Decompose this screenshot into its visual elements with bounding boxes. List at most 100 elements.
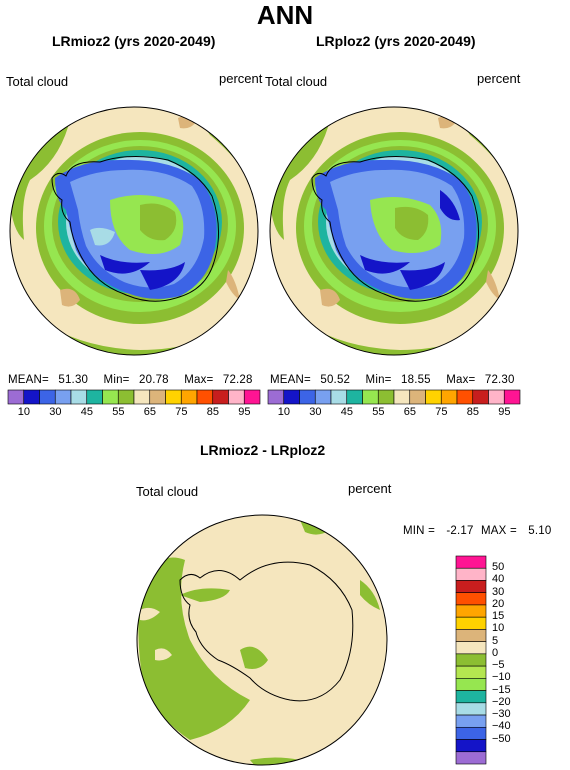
panel-1-colorbar-tick-label: 95 — [238, 406, 251, 418]
panel-1-mean-value: 51.30 — [58, 374, 89, 386]
panel-2-colorbar-tick-label: 30 — [309, 406, 322, 418]
panel-3-map-border — [136, 514, 388, 766]
panel-2-colorbar-swatch — [456, 389, 474, 405]
panel-2-colorbar-swatch — [314, 389, 332, 405]
panel-2-colorbar-tick-label: 65 — [403, 406, 416, 418]
panel-1-colorbar-swatch — [39, 389, 56, 405]
panel-3-colorbar — [455, 555, 487, 765]
panel-2-colorbar-swatch — [362, 389, 379, 405]
panel-2-colorbar-labels: 10 30 45 55 65 75 85 95 — [268, 406, 520, 420]
panel-1-colorbar-swatch — [70, 389, 88, 405]
panel-2-map-border — [269, 106, 519, 356]
panel-1-colorbar-swatch — [117, 389, 135, 405]
panel-3-colorbar-tick-label: 0 — [492, 646, 499, 659]
panel-2-stats: MEAN= 50.52 Min= 18.55 Max= 72.30 — [270, 374, 515, 386]
panel-2-colorbar-tick-label: 95 — [498, 406, 511, 418]
panel-3-min-label: MIN = — [403, 525, 435, 537]
panel-3-colorbar-tick-label: 5 — [492, 634, 499, 647]
panel-2-title: LRploz2 (yrs 2020-2049) — [316, 33, 476, 49]
panel-3-colorbar-tick-label: −15 — [492, 683, 511, 696]
panel-3-colorbar-swatch — [455, 555, 487, 569]
panel-2-colorbar-tick-label: 45 — [340, 406, 353, 418]
panel-1-title: LRmioz2 (yrs 2020-2049) — [52, 33, 216, 49]
panel-2-polar-map — [270, 107, 518, 355]
panel-3-units-label: percent — [348, 481, 392, 496]
panel-1-colorbar-tick-label: 75 — [175, 406, 188, 418]
panel-3-colorbar-tick-label: 20 — [492, 597, 505, 610]
panel-3-colorbar-swatch — [455, 690, 487, 704]
panel-2-mean-label: MEAN= — [270, 374, 311, 386]
panel-3-max-value: 5.10 — [528, 525, 552, 537]
panel-3-colorbar-labels: 50 40 30 20 15 10 5 0 −5 −10 −15 −20 −30 −40 −50 — [492, 556, 532, 764]
panel-2-colorbar-swatch — [377, 389, 395, 405]
panel-2-colorbar — [267, 389, 521, 405]
panel-3-colorbar-tick-label: −40 — [492, 720, 511, 733]
panel-1-colorbar-tick-label: 55 — [112, 406, 125, 418]
panel-2-max-label: Max= — [446, 374, 476, 386]
panel-3-colorbar-tick-label: 50 — [492, 561, 505, 574]
panel-3-colorbar-tick-label: −20 — [492, 695, 511, 708]
panel-3-colorbar-swatch — [455, 726, 487, 740]
panel-1-mean-label: MEAN= — [8, 374, 49, 386]
panel-2-max-value: 72.30 — [484, 374, 515, 386]
panel-2-min-label: Min= — [365, 374, 392, 386]
panel-1-colorbar-tick-label: 65 — [143, 406, 156, 418]
panel-1-colorbar-swatch — [133, 389, 151, 405]
panel-3-title: LRmioz2 - LRploz2 — [200, 442, 326, 458]
panel-2-colorbar-swatch — [393, 389, 411, 405]
panel-1-colorbar-swatch — [7, 389, 25, 405]
panel-3-colorbar-tick-label: −30 — [492, 708, 511, 721]
panel-3-polar-map — [137, 515, 387, 765]
panel-2-colorbar-swatch — [299, 389, 316, 405]
panel-3-colorbar-tick-label: −5 — [492, 659, 505, 672]
panel-2-variable-label: Total cloud — [265, 74, 328, 89]
panel-2-colorbar-tick-label: 75 — [435, 406, 448, 418]
panel-1-colorbar-tick-label: 45 — [80, 406, 93, 418]
panel-1-max-label: Max= — [184, 374, 214, 386]
panel-2-colorbar-swatch — [472, 389, 489, 405]
panel-1-variable-label: Total cloud — [6, 74, 69, 89]
panel-1-colorbar-labels: 10 30 45 55 65 75 85 95 — [8, 406, 260, 420]
panel-2-colorbar-swatch — [503, 389, 521, 405]
panel-1-min-value: 20.78 — [139, 374, 169, 386]
panel-3-colorbar-swatch — [455, 714, 487, 728]
panel-1-colorbar-swatch — [196, 389, 214, 405]
panel-3-colorbar-swatch — [455, 739, 487, 753]
panel-1-map-border — [9, 106, 259, 356]
panel-2-colorbar-tick-label: 55 — [372, 406, 385, 418]
panel-3-stats: MIN = -2.17 MAX = 5.10 — [403, 525, 551, 537]
panel-2-mean-value: 50.52 — [320, 374, 351, 386]
panel-2-colorbar-swatch — [346, 389, 363, 405]
panel-3-colorbar-swatch — [455, 751, 487, 765]
panel-3-colorbar-swatch — [455, 653, 487, 667]
panel-1-colorbar-swatch — [102, 389, 119, 405]
panel-2-colorbar-tick-label: 10 — [277, 406, 290, 418]
panel-3-colorbar-swatch — [455, 702, 487, 716]
panel-3-variable-label: Total cloud — [136, 484, 199, 499]
panel-1-colorbar-swatch — [165, 389, 182, 405]
panel-1-colorbar — [7, 389, 261, 405]
panel-2-colorbar-tick-label: 85 — [466, 406, 479, 418]
panel-3-min-value: -2.17 — [446, 525, 474, 537]
panel-1-max-value: 72.28 — [222, 374, 253, 386]
panel-1-colorbar-tick-label: 10 — [17, 406, 30, 418]
panel-2-colorbar-swatch — [409, 389, 426, 405]
panel-1-colorbar-swatch — [149, 389, 166, 405]
panel-3-colorbar-swatch — [455, 641, 487, 655]
panel-2-colorbar-swatch — [283, 389, 300, 405]
panel-1-colorbar-swatch — [212, 389, 229, 405]
panel-2-colorbar-swatch — [267, 389, 285, 405]
panel-3-colorbar-swatch — [455, 592, 487, 606]
panel-1-stats: MEAN= 51.30 Min= 20.78 Max= 72.28 — [8, 374, 253, 386]
panel-3-colorbar-swatch — [455, 604, 487, 618]
panel-1-colorbar-swatch — [23, 389, 40, 405]
panel-3-colorbar-swatch — [455, 567, 487, 581]
panel-3-colorbar-swatch — [455, 580, 487, 594]
panel-1-colorbar-swatch — [54, 389, 72, 405]
panel-3-colorbar-tick-label: 30 — [492, 585, 505, 598]
panel-2-colorbar-swatch — [330, 389, 348, 405]
panel-1-min-label: Min= — [103, 374, 130, 386]
panel-1-colorbar-tick-label: 30 — [49, 406, 62, 418]
panel-3-colorbar-swatch — [455, 678, 487, 691]
